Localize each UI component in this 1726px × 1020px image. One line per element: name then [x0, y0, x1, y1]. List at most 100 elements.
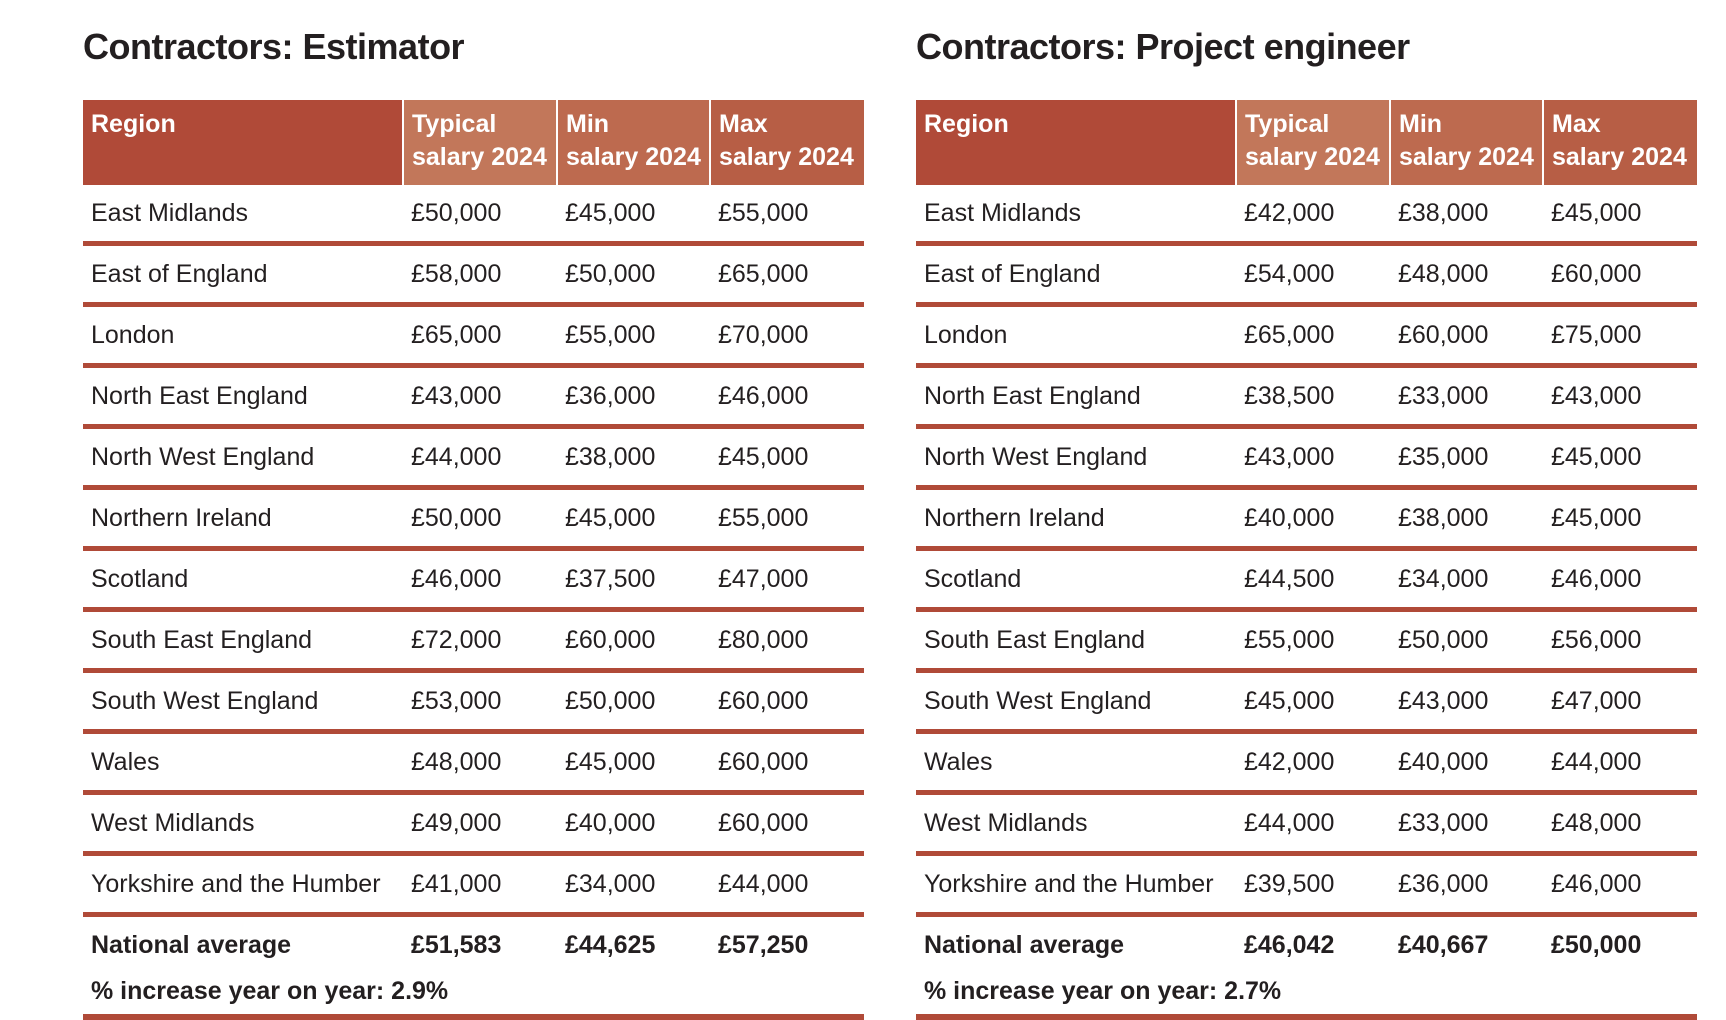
table-row: Wales £42,000 £40,000 £44,000	[916, 731, 1697, 795]
max-salary-cell: £47,000	[1543, 670, 1697, 734]
max-salary-cell: £45,000	[1543, 426, 1697, 490]
table-row: London £65,000 £60,000 £75,000	[916, 304, 1697, 368]
region-cell: East of England	[83, 243, 403, 307]
national-average-label: National average	[924, 931, 1125, 959]
max-salary-cell: £44,000	[1543, 731, 1697, 795]
typical-salary-cell: £42,000	[1236, 731, 1390, 795]
min-salary-cell: £40,000	[1390, 731, 1543, 795]
typical-salary-cell: £55,000	[1236, 609, 1390, 673]
table-row: North East England £43,000 £36,000 £46,000	[83, 365, 864, 429]
max-salary-cell: £80,000	[710, 609, 864, 673]
table-row: North West England £44,000 £38,000 £45,000	[83, 426, 864, 490]
typical-salary-cell: £43,000	[1236, 426, 1390, 490]
region-cell: Wales	[83, 731, 403, 795]
min-salary-cell: £38,000	[557, 426, 710, 490]
region-cell: Scotland	[83, 548, 403, 612]
typical-salary-cell: £50,000	[403, 185, 557, 246]
region-cell: South East England	[916, 609, 1236, 673]
table-row: Scotland £44,500 £34,000 £46,000	[916, 548, 1697, 612]
national-average-max: £50,000	[1551, 931, 1642, 959]
min-salary-cell: £50,000	[557, 243, 710, 307]
table-body: East Midlands £42,000 £38,000 £45,000 East o…	[916, 185, 1697, 1020]
region-cell: North East England	[916, 365, 1236, 429]
typical-salary-cell: £39,500	[1236, 853, 1390, 917]
min-salary-cell: £45,000	[557, 487, 710, 551]
typical-salary-cell: £48,000	[403, 731, 557, 795]
min-salary-cell: £50,000	[1390, 609, 1543, 673]
typical-salary-cell: £42,000	[1236, 185, 1390, 246]
national-average-min: £44,625	[565, 931, 656, 959]
national-average-label: National average	[91, 931, 292, 959]
min-salary-cell: £48,000	[1390, 243, 1543, 307]
max-salary-cell: £60,000	[710, 792, 864, 856]
min-salary-cell: £45,000	[557, 731, 710, 795]
region-cell: West Midlands	[83, 792, 403, 856]
max-salary-cell: £45,000	[1543, 185, 1697, 246]
typical-salary-cell: £44,000	[403, 426, 557, 490]
table-row: East of England £54,000 £48,000 £60,000	[916, 243, 1697, 307]
header-min-salary: Min salary 2024	[1389, 100, 1543, 185]
national-average-typical: £46,042	[1244, 931, 1335, 959]
region-cell: Northern Ireland	[83, 487, 403, 551]
max-salary-cell: £48,000	[1543, 792, 1697, 856]
region-cell: Yorkshire and the Humber	[83, 853, 403, 917]
table-title: Contractors: Estimator	[83, 26, 465, 67]
region-cell: North East England	[83, 365, 403, 429]
max-salary-cell: £43,000	[1543, 365, 1697, 429]
region-cell: South East England	[83, 609, 403, 673]
national-average-typical: £51,583	[411, 931, 502, 959]
region-cell: North West England	[83, 426, 403, 490]
max-salary-cell: £60,000	[1543, 243, 1697, 307]
header-min-salary: Min salary 2024	[556, 100, 710, 185]
min-salary-cell: £38,000	[1390, 487, 1543, 551]
min-salary-cell: £34,000	[1390, 548, 1543, 612]
table-row: South East England £72,000 £60,000 £80,000	[83, 609, 864, 673]
region-cell: Scotland	[916, 548, 1236, 612]
max-salary-cell: £55,000	[710, 185, 864, 246]
table-row: Yorkshire and the Humber £39,500 £36,000 £4…	[916, 853, 1697, 917]
max-salary-cell: £65,000	[710, 243, 864, 307]
increase-row: % increase year on year: 2.9%	[83, 973, 864, 1020]
typical-salary-cell: £44,500	[1236, 548, 1390, 612]
national-average-row: National average £51,583 £44,625 £57,250	[83, 915, 864, 974]
national-average-min: £40,667	[1398, 931, 1489, 959]
max-salary-cell: £45,000	[710, 426, 864, 490]
min-salary-cell: £36,000	[557, 365, 710, 429]
max-salary-cell: £46,000	[710, 365, 864, 429]
typical-salary-cell: £41,000	[403, 853, 557, 917]
typical-salary-cell: £40,000	[1236, 487, 1390, 551]
typical-salary-cell: £50,000	[403, 487, 557, 551]
region-cell: North West England	[916, 426, 1236, 490]
max-salary-cell: £55,000	[710, 487, 864, 551]
typical-salary-cell: £54,000	[1236, 243, 1390, 307]
typical-salary-cell: £43,000	[403, 365, 557, 429]
increase-row: % increase year on year: 2.7%	[916, 973, 1697, 1020]
table-row: East of England £58,000 £50,000 £65,000	[83, 243, 864, 307]
max-salary-cell: £56,000	[1543, 609, 1697, 673]
table-row: London £65,000 £55,000 £70,000	[83, 304, 864, 368]
table-row: Northern Ireland £40,000 £38,000 £45,000	[916, 487, 1697, 551]
header-row: Region Typical salary 2024 Min salary 2024…	[83, 100, 864, 185]
max-salary-cell: £46,000	[1543, 853, 1697, 917]
typical-salary-cell: £65,000	[1236, 304, 1390, 368]
table-row: East Midlands £42,000 £38,000 £45,000	[916, 185, 1697, 246]
salary-table: Region Typical salary 2024 Min salary 2024…	[916, 100, 1697, 1020]
typical-salary-cell: £53,000	[403, 670, 557, 734]
max-salary-cell: £46,000	[1543, 548, 1697, 612]
region-cell: South West England	[916, 670, 1236, 734]
region-cell: Yorkshire and the Humber	[916, 853, 1236, 917]
max-salary-cell: £47,000	[710, 548, 864, 612]
min-salary-cell: £36,000	[1390, 853, 1543, 917]
region-cell: South West England	[83, 670, 403, 734]
region-cell: East Midlands	[83, 185, 403, 246]
region-cell: East of England	[916, 243, 1236, 307]
min-salary-cell: £38,000	[1390, 185, 1543, 246]
year-on-year-increase: % increase year on year: 2.9%	[83, 973, 864, 1020]
max-salary-cell: £45,000	[1543, 487, 1697, 551]
typical-salary-cell: £44,000	[1236, 792, 1390, 856]
table-row: West Midlands £44,000 £33,000 £48,000	[916, 792, 1697, 856]
min-salary-cell: £55,000	[557, 304, 710, 368]
table-row: Wales £48,000 £45,000 £60,000	[83, 731, 864, 795]
min-salary-cell: £43,000	[1390, 670, 1543, 734]
max-salary-cell: £75,000	[1543, 304, 1697, 368]
